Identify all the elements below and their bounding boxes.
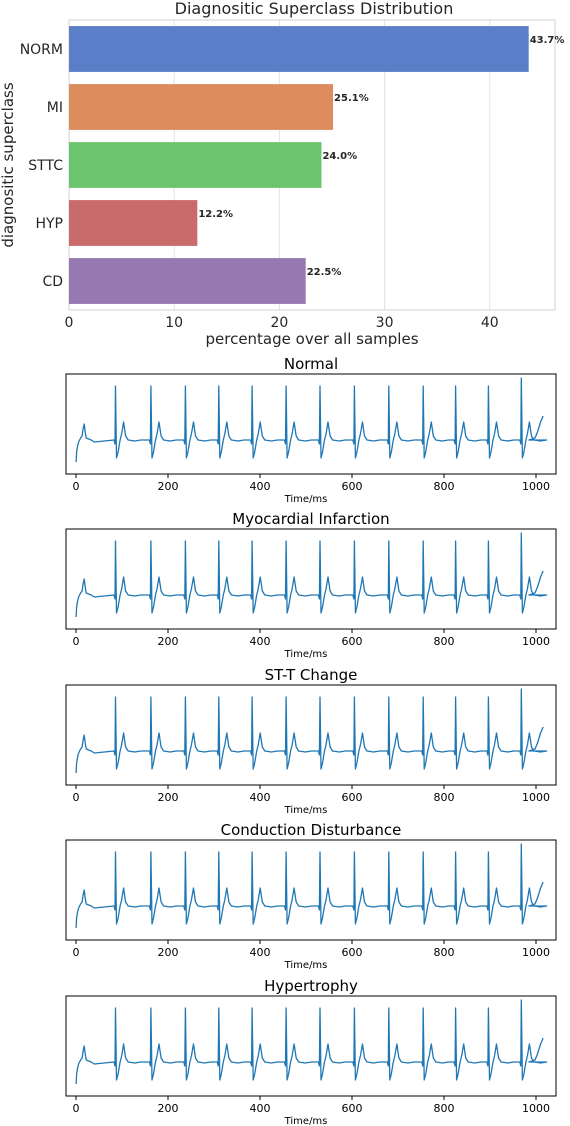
ecg-trace — [75, 843, 548, 929]
bar-value-label: 12.2% — [198, 209, 233, 220]
x-tick-label: 0 — [73, 946, 80, 959]
panel-frame — [65, 839, 557, 941]
x-tick-label: 600 — [342, 480, 363, 493]
bar-value-label: 22.5% — [307, 267, 342, 278]
x-tick-label: 0 — [65, 315, 74, 331]
x-tick-label: 400 — [250, 480, 271, 493]
y-tick-label: NORM — [20, 42, 63, 58]
panel-frame — [65, 995, 557, 1097]
x-tick-label: 0 — [73, 791, 80, 804]
x-tick-label: 1000 — [522, 480, 550, 493]
x-tick-label: 800 — [434, 480, 455, 493]
bar — [69, 26, 529, 72]
x-tick-label: 600 — [342, 791, 363, 804]
x-tick-label: 800 — [434, 946, 455, 959]
x-tick-label: 200 — [158, 480, 179, 493]
x-tick-label: 600 — [342, 1102, 363, 1115]
x-tick-label: 1000 — [522, 946, 550, 959]
x-tick-label: 40 — [481, 315, 499, 331]
x-axis-label: Time/ms — [284, 1116, 328, 1126]
ecg-panels: Normal 0 200 400 600 800 1000 Time/ms Myocardial… — [65, 355, 557, 1126]
x-tick-label: 20 — [270, 315, 288, 331]
x-tick-label: 30 — [376, 315, 394, 331]
x-tick-label: 400 — [250, 635, 271, 648]
x-tick-label: 0 — [73, 635, 80, 648]
x-axis-label: Time/ms — [284, 960, 328, 971]
panel-frame — [65, 684, 557, 786]
x-tick-label: 800 — [434, 791, 455, 804]
x-tick-label: 200 — [158, 1102, 179, 1115]
panel-frame — [65, 373, 557, 475]
y-tick-label: MI — [47, 100, 63, 116]
x-tick-label: 800 — [434, 1102, 455, 1115]
ecg-trace — [75, 999, 548, 1085]
y-tick-label: CD — [42, 274, 63, 290]
ecg-trace — [75, 377, 548, 463]
x-tick-label: 1000 — [522, 791, 550, 804]
x-tick-label: 800 — [434, 635, 455, 648]
ecg-trace — [75, 688, 548, 774]
chart-title: Diagnositic Superclass Distribution — [175, 0, 454, 18]
y-tick-label: STTC — [28, 158, 63, 174]
x-tick-label: 600 — [342, 946, 363, 959]
panel-title: Normal — [284, 355, 338, 373]
bar-value-label: 43.7% — [530, 35, 565, 46]
x-tick-label: 400 — [250, 791, 271, 804]
x-axis-label: percentage over all samples — [205, 330, 418, 348]
bar — [69, 200, 198, 246]
bar — [69, 142, 322, 188]
panel-title: Conduction Disturbance — [221, 821, 402, 839]
y-tick-label: HYP — [35, 216, 63, 232]
x-tick-label: 400 — [250, 946, 271, 959]
x-tick-label: 200 — [158, 791, 179, 804]
bar — [69, 258, 306, 304]
x-tick-label: 200 — [158, 946, 179, 959]
x-tick-label: 0 — [73, 1102, 80, 1115]
bar — [69, 84, 334, 130]
y-axis-label: diagnositic superclass — [0, 82, 17, 247]
x-tick-label: 600 — [342, 635, 363, 648]
panel-frame — [65, 528, 557, 630]
x-tick-label: 400 — [250, 1102, 271, 1115]
x-tick-label: 200 — [158, 635, 179, 648]
ecg-trace — [75, 532, 548, 618]
x-axis-label: Time/ms — [284, 805, 328, 816]
bar-value-label: 25.1% — [334, 93, 369, 104]
panel-title: ST-T Change — [265, 666, 358, 684]
x-tick-label: 1000 — [522, 635, 550, 648]
panel-title: Myocardial Infarction — [232, 510, 389, 528]
x-axis-label: Time/ms — [284, 494, 328, 505]
x-tick-label: 10 — [165, 315, 183, 331]
x-tick-label: 1000 — [522, 1102, 550, 1115]
superclass-bar-chart: NORM 43.7% MI 25.1% STTC 24.0% HYP 12.2% CD 22.5%… — [0, 0, 564, 348]
x-tick-label: 0 — [73, 480, 80, 493]
bar-value-label: 24.0% — [322, 151, 357, 162]
x-axis-label: Time/ms — [284, 649, 328, 660]
panel-title: Hypertrophy — [264, 977, 358, 995]
